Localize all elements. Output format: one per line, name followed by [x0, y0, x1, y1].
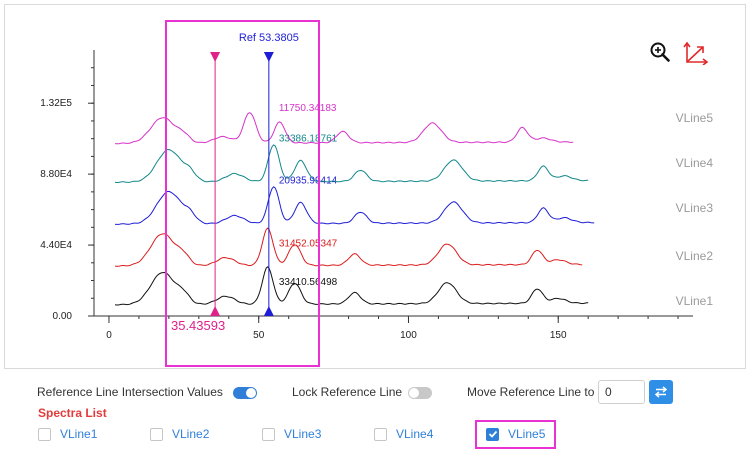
- toggle-knob: [409, 388, 419, 398]
- vline4-checkbox[interactable]: [374, 427, 387, 441]
- move-reference-line-label: Move Reference Line to: [467, 385, 595, 399]
- spectra-item-vline3[interactable]: VLine3: [262, 423, 321, 445]
- move-reference-line-input[interactable]: [598, 380, 645, 404]
- reference-line-label: Ref 53.3805: [239, 32, 299, 44]
- x-tick-label: 50: [253, 330, 265, 341]
- spectra-item-label: VLine2: [172, 427, 210, 441]
- spectra-item-label: VLine5: [508, 427, 546, 441]
- intersection-value-vline4: 33386.18761: [279, 134, 338, 145]
- series-label-vline3: VLine3: [676, 201, 714, 215]
- spectra-list-title: Spectra List: [38, 406, 107, 420]
- x-tick-label: 150: [550, 330, 567, 341]
- vline5-checkbox[interactable]: [486, 427, 499, 441]
- series-line-vline3: [114, 186, 595, 225]
- x-tick-label: 100: [400, 330, 417, 341]
- spectra-item-vline5[interactable]: VLine5: [486, 423, 545, 445]
- reference-line-bottom-marker: [263, 306, 274, 316]
- series-line-vline2: [114, 227, 583, 267]
- lock-reference-line-toggle[interactable]: [408, 387, 432, 399]
- reset-axes-icon[interactable]: [683, 41, 709, 66]
- check-icon: [488, 430, 497, 438]
- x-tick-label: 0: [106, 330, 112, 341]
- series-line-vline5: [114, 112, 574, 145]
- spectra-item-vline1[interactable]: VLine1: [38, 423, 97, 445]
- reference-line-top-marker: [263, 52, 274, 62]
- series-label-vline4: VLine4: [676, 156, 714, 170]
- series-label-vline5: VLine5: [676, 111, 714, 125]
- intersection-value-vline3: 20935.99414: [279, 176, 338, 187]
- spectra-item-label: VLine1: [60, 427, 98, 441]
- intersection-value-vline2: 31452.05347: [279, 238, 338, 249]
- intersection-value-vline5: 11750.34183: [279, 103, 337, 114]
- series-label-vline2: VLine2: [676, 249, 714, 263]
- intersection-values-label: Reference Line Intersection Values: [37, 385, 223, 399]
- cursor-line-top-marker: [210, 52, 221, 62]
- swap-icon: [654, 386, 668, 398]
- cursor-line-bottom-marker: [210, 306, 221, 316]
- spectra-item-label: VLine3: [284, 427, 322, 441]
- y-tick-label: 8.80E4: [40, 169, 72, 180]
- y-tick-label: 0.00: [53, 311, 73, 322]
- lock-reference-line-label: Lock Reference Line: [292, 385, 403, 399]
- zoom-in-icon[interactable]: [649, 41, 671, 63]
- intersection-values-toggle[interactable]: [233, 387, 257, 399]
- spectra-item-vline4[interactable]: VLine4: [374, 423, 433, 445]
- vline5-highlight-box: [475, 420, 556, 449]
- toggle-knob: [246, 388, 256, 398]
- vline3-checkbox[interactable]: [262, 427, 275, 441]
- vline2-checkbox[interactable]: [150, 427, 163, 441]
- series-line-vline1: [114, 266, 589, 306]
- spectra-item-label: VLine4: [396, 427, 434, 441]
- cursor-line-label: 35.43593: [171, 318, 225, 333]
- spectra-item-vline2[interactable]: VLine2: [150, 423, 209, 445]
- chart-panel: 0.00 4.40E4 8.80E4 1.32E5 0 50 100 150 VLine1 334…: [4, 4, 746, 369]
- series-line-vline4: [114, 144, 589, 183]
- spectra-chart[interactable]: 0.00 4.40E4 8.80E4 1.32E5 0 50 100 150 VLine1 334…: [5, 5, 747, 370]
- controls-panel: Reference Line Intersection Values Lock …: [0, 370, 751, 460]
- y-tick-label: 1.32E5: [40, 98, 72, 109]
- intersection-value-vline1: 33410.56498: [279, 277, 338, 288]
- move-reference-line-button[interactable]: [649, 380, 673, 404]
- selection-highlight-box: [165, 20, 320, 367]
- vline1-checkbox[interactable]: [38, 427, 51, 441]
- series-label-vline1: VLine1: [676, 294, 714, 308]
- y-tick-label: 4.40E4: [40, 240, 72, 251]
